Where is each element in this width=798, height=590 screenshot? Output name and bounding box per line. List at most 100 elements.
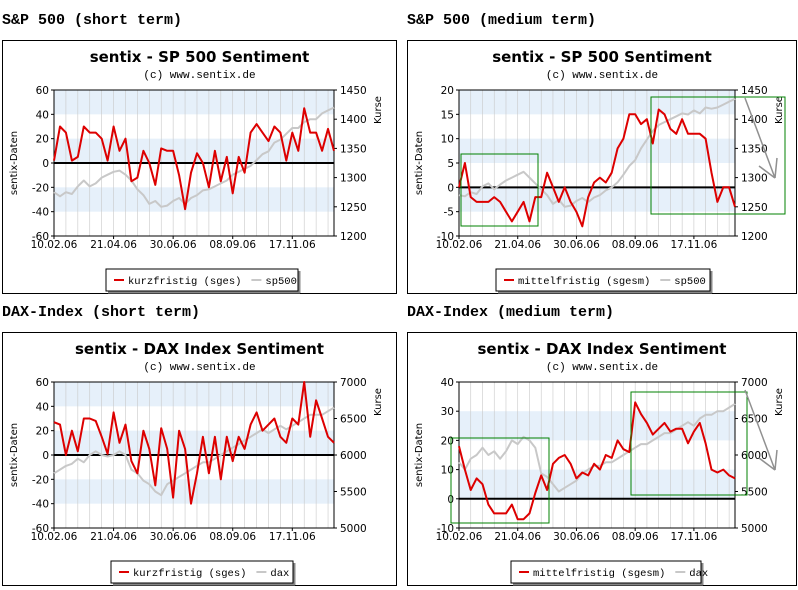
sentiment-series-line-point bbox=[53, 159, 55, 161]
y-tick-label: 20 bbox=[36, 426, 49, 438]
sentiment-series-line-point bbox=[628, 113, 630, 115]
sentiment-series-line-point bbox=[616, 439, 618, 441]
sentiment-series-line-point bbox=[279, 436, 281, 438]
chart-dax-short: sentix - DAX Index Sentiment (c) www.sent… bbox=[2, 332, 397, 586]
y2-tick-label: 6000 bbox=[340, 450, 367, 462]
sentiment-series-line-point bbox=[646, 422, 648, 424]
index-series-line-point bbox=[710, 414, 712, 416]
y-tick-label: -20 bbox=[32, 182, 49, 194]
sentiment-series-line-point bbox=[208, 472, 210, 474]
sentiment-series-line-point bbox=[716, 201, 718, 203]
y-tick-label: 20 bbox=[36, 134, 49, 146]
legend-label-index: sp500 bbox=[265, 276, 297, 288]
index-series-line-point bbox=[734, 98, 736, 100]
sentiment-series-line-point bbox=[616, 147, 618, 149]
index-series-line-point bbox=[106, 455, 108, 457]
index-series-line-point bbox=[249, 436, 251, 438]
sentiment-series-line bbox=[53, 381, 335, 505]
index-series-line-point bbox=[693, 425, 695, 427]
highlight-box bbox=[460, 153, 539, 227]
sentiment-series-line-point bbox=[710, 468, 712, 470]
index-series-line-point bbox=[517, 443, 519, 445]
sentiment-series-line-point bbox=[130, 180, 132, 182]
index-series-line-point bbox=[237, 171, 239, 173]
index-series-line-point bbox=[112, 171, 114, 173]
index-series-line-point bbox=[652, 130, 654, 132]
sentiment-series-line-point bbox=[83, 125, 85, 127]
index-series-line-point bbox=[681, 425, 683, 427]
sentiment-series-line-point bbox=[704, 137, 706, 139]
sentiment-series-line-point bbox=[112, 125, 114, 127]
index-series-line-point bbox=[534, 182, 536, 184]
index-series-line-point bbox=[634, 447, 636, 449]
index-series-line-point bbox=[226, 179, 228, 181]
sentiment-series-line-point bbox=[95, 131, 97, 133]
index-series-line-point bbox=[464, 195, 466, 197]
y-tick-label: 0 bbox=[42, 450, 49, 462]
index-series-line-point bbox=[505, 450, 507, 452]
sentiment-series-line-point bbox=[118, 442, 120, 444]
sentiment-series-line-point bbox=[522, 201, 524, 203]
sentiment-series-line-point bbox=[178, 429, 180, 431]
x-tick-label: 30.06.06 bbox=[553, 239, 600, 251]
index-series-line-point bbox=[327, 109, 329, 111]
x-tick-label: 30.06.06 bbox=[150, 531, 197, 543]
index-series-line-point bbox=[458, 194, 460, 196]
grid-band bbox=[459, 90, 735, 115]
sentiment-series-line-point bbox=[699, 422, 701, 424]
sentiment-series-line-point bbox=[634, 113, 636, 115]
index-series-line-point bbox=[190, 468, 192, 470]
index-series-line-point bbox=[616, 457, 618, 459]
index-series-line-point bbox=[640, 147, 642, 149]
sentiment-series-line-point bbox=[309, 131, 311, 133]
sentiment-series-line-point bbox=[279, 131, 281, 133]
x-tick-label: 08.09.06 bbox=[612, 531, 659, 543]
sentiment-series-line-point bbox=[214, 436, 216, 438]
index-series-line-point bbox=[610, 461, 612, 463]
sentiment-series-line-point bbox=[124, 423, 126, 425]
grid-band bbox=[459, 187, 735, 212]
sentiment-series-line-point bbox=[628, 451, 630, 453]
index-series-line-point bbox=[505, 179, 507, 181]
index-series-line-point bbox=[487, 182, 489, 184]
sentiment-series-line-point bbox=[470, 196, 472, 198]
sentiment-series-line-point bbox=[458, 445, 460, 447]
index-series-line-point bbox=[587, 468, 589, 470]
y-tick-label: 60 bbox=[36, 377, 49, 389]
sentiment-series-line-point bbox=[142, 429, 144, 431]
index-series-line-point bbox=[279, 425, 281, 427]
y2-tick-label: 1300 bbox=[741, 173, 768, 185]
index-series-line-point bbox=[95, 182, 97, 184]
index-series-line-point bbox=[593, 196, 595, 198]
sentiment-series-line-point bbox=[333, 442, 335, 444]
sentiment-series-line-point bbox=[309, 436, 311, 438]
sentiment-series-line-point bbox=[505, 210, 507, 212]
index-series-line-point bbox=[475, 454, 477, 456]
index-series-line-point bbox=[89, 454, 91, 456]
y2-axis-label: Kurse bbox=[774, 96, 785, 124]
sentiment-series-line-point bbox=[575, 210, 577, 212]
index-series-line-point bbox=[166, 204, 168, 206]
index-series-line-point bbox=[220, 182, 222, 184]
y2-tick-label: 1200 bbox=[741, 231, 768, 243]
sentiment-series-line-point bbox=[255, 411, 257, 413]
y2-tick-label: 6500 bbox=[340, 414, 367, 426]
sentiment-series-line-point bbox=[100, 137, 102, 139]
y2-tick-label: 5000 bbox=[340, 523, 367, 535]
index-series-line-point bbox=[546, 194, 548, 196]
legend-box bbox=[110, 560, 294, 584]
index-series-line-point bbox=[309, 118, 311, 120]
panel-title-dax-short: DAX-Index (short term) bbox=[2, 304, 201, 321]
sentiment-series-line-point bbox=[321, 417, 323, 419]
index-series-line-point bbox=[77, 185, 79, 187]
index-series-line-point bbox=[493, 450, 495, 452]
index-series-line-point bbox=[663, 121, 665, 123]
sentiment-series-line-point bbox=[593, 463, 595, 465]
y-tick-label: -40 bbox=[32, 207, 49, 219]
index-series-line-point bbox=[273, 141, 275, 143]
index-series-line-point bbox=[77, 457, 79, 459]
grid-band bbox=[54, 90, 334, 115]
sentiment-series-line-point bbox=[622, 137, 624, 139]
sentiment-series-line-point bbox=[640, 413, 642, 415]
index-series-line-point bbox=[178, 476, 180, 478]
